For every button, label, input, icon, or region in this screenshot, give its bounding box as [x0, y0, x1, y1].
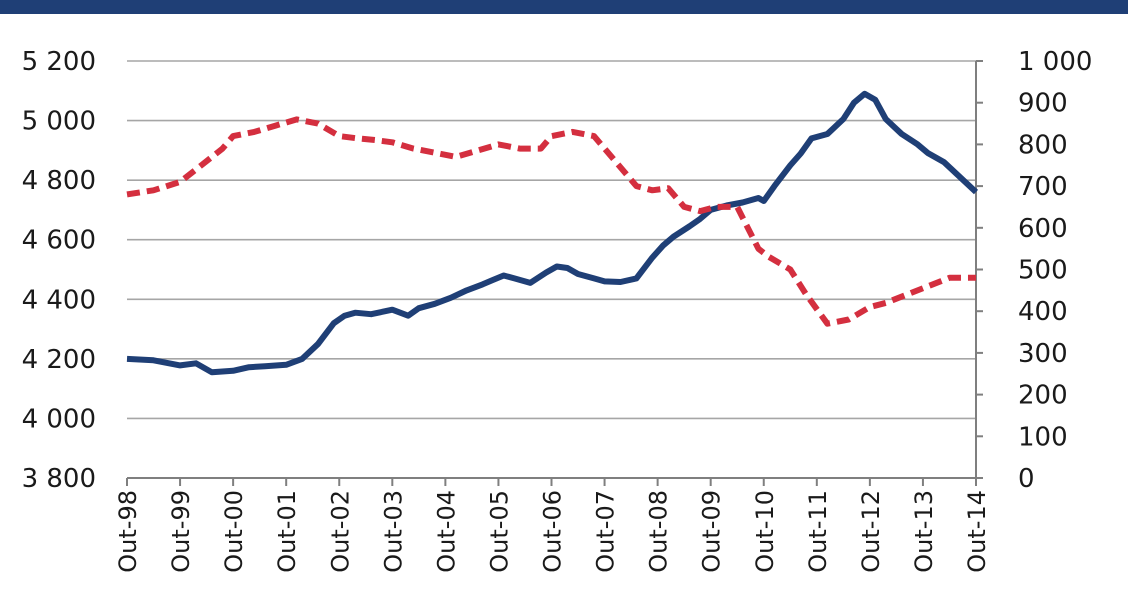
- x-tick-label: Out-13: [910, 490, 938, 573]
- x-tick-label: Out-01: [273, 490, 301, 573]
- top-banner: [0, 0, 1128, 14]
- x-axis-tick-labels: Out-98 Out-99 Out-00 Out-01 Out-02 Out-03 Out-…: [114, 490, 991, 573]
- right-y-tick-label: 900: [1018, 89, 1068, 119]
- series-line-dashed: [126, 116, 976, 327]
- left-y-tick-label: 4 800: [22, 166, 96, 196]
- x-tick-label: Out-07: [592, 490, 620, 573]
- x-tick-label: Out-14: [963, 490, 991, 573]
- right-y-tick-label: 500: [1018, 256, 1068, 286]
- left-y-tick-label: 5 000: [22, 107, 96, 137]
- series-lines: [126, 90, 979, 376]
- right-y-tick-label: 200: [1018, 381, 1068, 411]
- left-y-tick-label: 4 600: [22, 226, 96, 256]
- x-tick-label: Out-09: [698, 490, 726, 573]
- right-y-tick-label: 800: [1018, 130, 1068, 160]
- left-y-tick-label: 4 400: [22, 285, 96, 315]
- left-y-tick-label: 4 000: [22, 404, 96, 434]
- left-y-tick-label: 5 200: [22, 47, 96, 77]
- x-tick-label: Out-10: [751, 490, 779, 573]
- right-y-tick-label: 1 000: [1018, 47, 1092, 77]
- x-tick-label: Out-06: [539, 490, 567, 573]
- right-y-tick-label: 300: [1018, 339, 1068, 369]
- right-y-tick-label: 0: [1018, 464, 1035, 494]
- x-tick-label: Out-00: [220, 490, 248, 573]
- x-tick-label: Out-05: [485, 490, 513, 573]
- x-tick-label: Out-03: [379, 490, 407, 573]
- right-y-tick-label: 600: [1018, 214, 1068, 244]
- left-axis-tick-labels: 3 800 4 000 4 200 4 400 4 600 4 800 5 000 5 200: [22, 47, 96, 494]
- x-tick-label: Out-98: [114, 490, 142, 573]
- right-y-tick-label: 400: [1018, 297, 1068, 327]
- x-tick-label: Out-04: [432, 490, 460, 573]
- x-tick-label: Out-12: [857, 490, 885, 573]
- series-line-solid: [126, 90, 979, 376]
- left-y-tick-label: 4 200: [22, 345, 96, 375]
- x-tick-label: Out-08: [645, 490, 673, 573]
- right-y-tick-label: 700: [1018, 172, 1068, 202]
- x-axis-ticks: [126, 478, 977, 486]
- right-y-tick-label: 100: [1018, 422, 1068, 452]
- right-axis-tick-labels: 0 100 200 300 400 500 600 700 800 900 1 000: [1018, 47, 1092, 494]
- x-tick-label: Out-11: [804, 490, 832, 573]
- gridlines: [127, 60, 976, 420]
- x-tick-label: Out-02: [326, 490, 354, 573]
- left-y-tick-label: 3 800: [22, 464, 96, 494]
- x-tick-label: Out-99: [167, 490, 195, 573]
